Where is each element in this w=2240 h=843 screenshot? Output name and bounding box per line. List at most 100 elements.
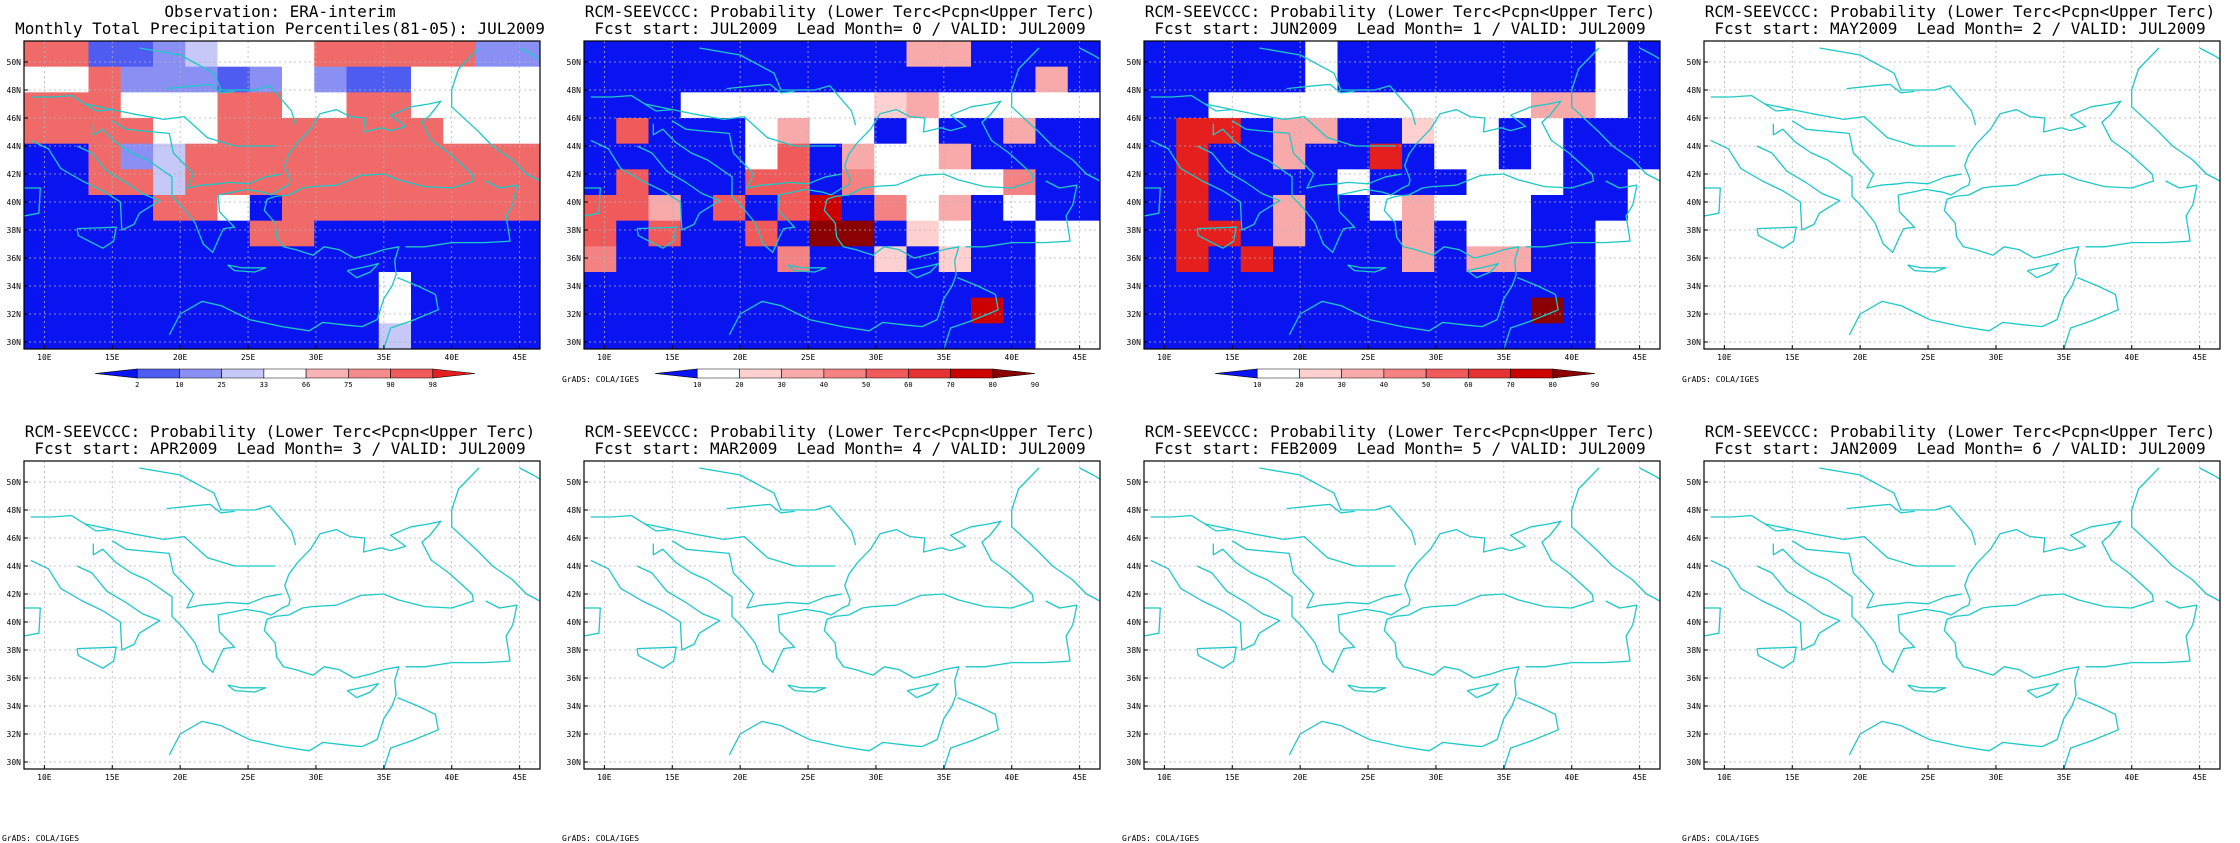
grid-cell [971,246,1004,273]
grid-cell [378,66,412,93]
colorbar-swatch [348,368,391,379]
grid-cell [217,195,251,222]
grid-cell [1466,272,1500,299]
grid-cell [1595,272,1629,299]
lat-label: 32N [567,310,582,319]
lat-label: 42N [1687,590,1702,599]
grid-cell [314,323,348,349]
grid-cell [153,220,186,247]
grid-cell [745,66,779,93]
lat-label: 30N [567,338,582,347]
grid-cell [906,66,940,93]
grid-cell [56,118,90,145]
panel-title-line1: RCM-SEEVCCC: Probability (Lower Terc<Pcp… [1704,422,2216,441]
colorbar-label: 60 [904,381,912,389]
grid-cell [1240,272,1274,299]
grid-cell [1273,92,1306,119]
grid-cell [842,143,875,170]
grid-cell [443,246,477,273]
lat-label: 40N [7,618,22,627]
grid-cell [1067,272,1100,299]
grid-cell [809,143,843,170]
grid-cell [475,41,509,68]
grid-cell [745,92,779,119]
grid-cell [1369,92,1403,119]
map-panel-2: RCM-SEEVCCC: Probability (Lower Terc<Pcp… [560,0,1120,420]
grid-cell [777,297,811,324]
grid-cell [584,272,617,299]
grid-cell [1563,66,1597,93]
lon-label: 35E [2057,773,2072,782]
lat-label: 50N [1127,58,1142,67]
colorbar-swatch [1510,368,1554,379]
lat-label: 40N [1687,198,1702,207]
colorbar-swatch [908,368,951,379]
grid-cell [584,92,617,119]
map-frame [1143,460,1661,770]
coastlines [24,47,540,349]
grid-cell [777,323,811,349]
grid-cell [584,143,617,170]
grid-cell [777,66,811,93]
grid-cell [1337,143,1371,170]
grid-cell [1402,297,1435,324]
map-frame [1703,40,2221,350]
grid-cell [475,66,509,93]
lon-label: 35E [2057,353,2072,362]
grid-cell [314,118,348,145]
lon-label: 30E [1429,353,1444,362]
lat-label: 32N [1687,730,1702,739]
grid-cell [1434,195,1468,222]
map-panel-8: RCM-SEEVCCC: Probability (Lower Terc<Pcp… [1680,420,2240,843]
grid-cell [1176,272,1210,299]
grid-cell [1369,323,1403,349]
grid-cell [1273,220,1306,247]
grid-cell [906,220,940,247]
lon-label: 25E [241,773,256,782]
grid-cell [1208,246,1242,273]
grid-cell [1273,246,1306,273]
lat-label: 50N [1687,478,1702,487]
grid-cell [648,41,682,68]
colorbar-swatch [739,368,782,379]
grid-cell [217,220,251,247]
colorbar-label: 75 [344,381,352,389]
lon-label: 20E [1853,773,1868,782]
grid-cell [24,246,57,273]
grid-cell [1176,41,1210,68]
grid-cell [809,92,843,119]
grid-cell [1466,323,1500,349]
grid-cell [56,246,90,273]
grid-cell [346,66,380,93]
grid-cell [1067,220,1100,247]
grid-cell [314,297,348,324]
grid-cell [1035,272,1069,299]
colorbar-swatch [1383,368,1427,379]
lat-label: 48N [1687,86,1702,95]
grid-cell [217,323,251,349]
grid-cell [56,272,90,299]
grid-cell [1144,92,1177,119]
grid-cell [1369,41,1403,68]
lat-label: 32N [567,730,582,739]
grid-cell [507,118,540,145]
grid-cell [777,118,811,145]
lat-label: 30N [7,338,22,347]
grid-cell [507,92,540,119]
colorbar-swatch [390,368,434,379]
panel-title-line2: Fcst start: MAR2009 Lead Month= 4 / VALI… [594,439,1086,458]
colorbar-swatch [1214,368,1258,379]
lon-label: 40E [1005,773,1020,782]
grid-cell [411,220,444,247]
grid-cell [584,118,617,145]
colorbar-swatch [1468,368,1511,379]
lat-label: 30N [1687,758,1702,767]
grid-cell [1273,169,1306,196]
lon-label: 10E [597,773,612,782]
grid-cell [1595,169,1629,196]
grid-cell [1369,297,1403,324]
panel-title-line1: RCM-SEEVCCC: Probability (Lower Terc<Pcp… [584,422,1096,441]
grid-cell [249,297,283,324]
grid-cell [1003,297,1037,324]
grid-cell [1369,272,1403,299]
